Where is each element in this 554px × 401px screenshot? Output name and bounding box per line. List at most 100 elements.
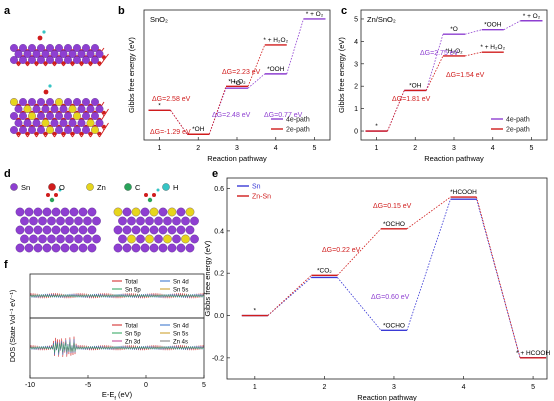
- x-tick-label: 1: [158, 145, 162, 152]
- sn-atom: [50, 105, 59, 113]
- x-tick-label: -5: [85, 382, 91, 389]
- legend: 4e-path 2e-path: [491, 117, 530, 134]
- state-label: *: [375, 123, 378, 130]
- x-axis-label: Reaction pathway: [424, 154, 484, 163]
- sn-atom: [74, 216, 83, 226]
- atom-swatch-H: [162, 183, 170, 191]
- sn-atom: [82, 112, 90, 120]
- connector: [247, 73, 266, 89]
- sn-atom: [29, 216, 38, 226]
- x-axis-label: Reaction pathway: [207, 154, 267, 163]
- atom-legend: Sn O Zn C H: [10, 183, 178, 192]
- connector: [387, 90, 405, 132]
- sn-atom: [68, 119, 77, 127]
- sn-atom: [28, 98, 36, 106]
- sn-atom: [78, 225, 88, 235]
- sn-atom: [47, 234, 56, 244]
- o-atom: [61, 131, 66, 136]
- panel-label-e: e: [212, 168, 218, 180]
- legend: Sn Zn-Sn: [237, 184, 271, 201]
- sn-atom: [74, 234, 83, 244]
- sn-atom: [82, 56, 90, 64]
- sn-atom: [95, 119, 104, 127]
- sn-atom: [37, 126, 45, 134]
- sn-atom: [55, 112, 63, 120]
- sn-atom: [64, 56, 72, 64]
- zn-atom: [185, 207, 195, 217]
- o-atom: [54, 193, 58, 197]
- y-tick-label: 4: [354, 39, 358, 46]
- o-atom: [43, 61, 48, 65]
- sn-atom: [113, 243, 123, 253]
- sn-atom: [51, 243, 61, 253]
- sn-atom: [163, 216, 172, 226]
- y-axis-label: Gibbs free energy (eV): [203, 240, 212, 316]
- sn-atom: [60, 243, 70, 253]
- state-label: * + H₂O₂: [263, 37, 288, 44]
- o-atom: [52, 131, 57, 136]
- sn-atom: [19, 56, 27, 64]
- dos-legend-entry: Sn 4d: [173, 323, 189, 329]
- x-tick-label: 5: [531, 384, 535, 391]
- state-label: *OOH: [484, 22, 502, 29]
- sn-atom: [86, 105, 95, 113]
- sn-atom: [41, 105, 50, 113]
- h-atom: [42, 30, 46, 34]
- state-label: *H₂O₂: [228, 78, 246, 85]
- zn-atom: [145, 234, 154, 244]
- panel-label-a: a: [4, 5, 11, 17]
- sn-atom: [55, 126, 63, 134]
- sn-atom: [95, 105, 104, 113]
- o-atom: [16, 131, 21, 136]
- atom-swatch-C: [124, 183, 132, 191]
- sn-atom: [47, 216, 56, 226]
- sn-atom: [82, 126, 90, 134]
- sn-atom: [181, 216, 190, 226]
- delta-g-annotation: ΔG=2.23 eV: [222, 69, 261, 76]
- sn-atom: [37, 112, 45, 120]
- sn-atom: [154, 216, 163, 226]
- sn-atom: [73, 56, 81, 64]
- sn-atom: [83, 234, 92, 244]
- connector: [425, 55, 444, 91]
- sn-atom: [51, 207, 61, 217]
- y-axis-label: Gibbs free energy (eV): [337, 37, 346, 113]
- state-label: *OH: [409, 82, 422, 89]
- sn-atom: [20, 234, 29, 244]
- sn-atom: [65, 234, 74, 244]
- x-tick-label: 3: [452, 145, 456, 152]
- series-2e-path: [365, 51, 504, 132]
- state-label: *OOH: [267, 66, 285, 73]
- o-atom: [102, 55, 106, 59]
- sn-atom: [172, 216, 181, 226]
- zn-atom: [86, 119, 95, 127]
- sn-atom: [77, 119, 86, 127]
- y-tick-label: -0.2: [212, 355, 224, 362]
- sn-atom: [83, 216, 92, 226]
- sn-atom: [15, 225, 25, 235]
- sn-atom: [14, 105, 23, 113]
- o-atom: [97, 61, 102, 65]
- connector: [464, 51, 482, 57]
- legend-entry: 4e-path: [506, 117, 530, 124]
- sn-atom: [65, 216, 74, 226]
- state-label: *OH: [192, 126, 205, 133]
- dos-legend-entry: Sn 4d: [173, 279, 189, 285]
- c-atom: [49, 197, 55, 203]
- sn-atom: [185, 243, 195, 253]
- sn-atom: [167, 243, 177, 253]
- atom-swatch-Zn: [86, 183, 94, 191]
- chart-subtitle: SnO₂: [150, 15, 168, 24]
- sn-atom: [42, 207, 52, 217]
- sn-atom: [95, 50, 104, 58]
- bond: [99, 129, 105, 138]
- sn-atom: [60, 225, 70, 235]
- sn-atom: [154, 234, 163, 244]
- panel-label-c: c: [341, 5, 347, 17]
- o-atom: [79, 61, 84, 65]
- x-tick-label: 5: [202, 382, 206, 389]
- sn-atom: [122, 207, 132, 217]
- dos-legend-entry: Sn 5s: [173, 287, 188, 293]
- legend-entry: Sn: [252, 184, 261, 191]
- y-tick-label: 0: [354, 129, 358, 136]
